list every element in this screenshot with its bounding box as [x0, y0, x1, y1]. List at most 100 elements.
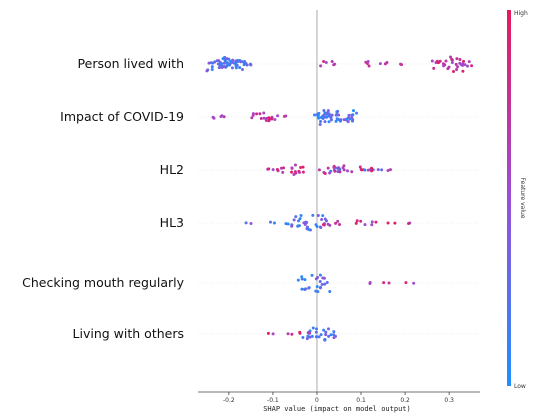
- data-point: [245, 63, 249, 67]
- data-point: [275, 168, 279, 172]
- data-point: [282, 166, 286, 170]
- data-point: [456, 65, 460, 69]
- data-point: [351, 113, 355, 117]
- data-point: [326, 112, 330, 116]
- data-point: [323, 111, 327, 115]
- data-point: [311, 326, 315, 330]
- data-point: [324, 61, 328, 65]
- data-point: [235, 63, 239, 67]
- data-point: [270, 117, 274, 121]
- data-point: [387, 281, 391, 285]
- data-point: [303, 278, 307, 282]
- data-point: [318, 286, 322, 290]
- data-point: [324, 333, 328, 337]
- data-point: [316, 113, 320, 117]
- data-point: [323, 120, 327, 124]
- data-point: [342, 118, 346, 122]
- data-point: [290, 224, 294, 228]
- feature-label: HL3: [160, 215, 184, 230]
- data-point: [300, 287, 304, 291]
- data-point: [322, 109, 326, 113]
- data-point: [205, 69, 209, 73]
- data-point: [374, 220, 378, 224]
- data-point: [355, 219, 359, 223]
- data-point: [323, 282, 327, 286]
- feature-points: [205, 55, 474, 73]
- data-point: [430, 59, 434, 63]
- data-point: [330, 113, 334, 117]
- data-point: [267, 167, 271, 171]
- data-point: [334, 113, 338, 117]
- data-point: [210, 65, 214, 69]
- data-point: [297, 170, 301, 174]
- data-point: [318, 279, 322, 283]
- data-point: [329, 333, 333, 337]
- data-point: [299, 166, 303, 170]
- data-point: [250, 116, 254, 120]
- data-point: [321, 276, 325, 280]
- data-point: [407, 222, 411, 226]
- feature-label: Impact of COVID-19: [60, 109, 184, 124]
- data-point: [318, 273, 322, 277]
- data-point: [296, 278, 300, 282]
- data-point: [210, 68, 214, 72]
- data-point: [462, 59, 466, 63]
- data-point: [321, 115, 325, 119]
- feature-points: [266, 163, 392, 176]
- data-point: [317, 168, 321, 172]
- data-point: [334, 119, 338, 123]
- data-point: [380, 168, 384, 172]
- data-point: [370, 169, 374, 173]
- data-point: [320, 218, 324, 222]
- data-point: [328, 290, 332, 294]
- data-point: [297, 224, 301, 228]
- data-point: [273, 117, 277, 121]
- data-point: [249, 63, 253, 67]
- data-point: [234, 66, 238, 70]
- data-point: [290, 332, 294, 336]
- data-point: [332, 63, 336, 67]
- colorbar-gradient: [507, 10, 511, 386]
- data-point: [317, 335, 321, 339]
- feature-label: Person lived with: [78, 56, 184, 71]
- data-point: [337, 113, 341, 117]
- data-point: [399, 62, 403, 66]
- data-point: [366, 168, 370, 172]
- data-point: [321, 214, 325, 218]
- data-point: [463, 63, 467, 67]
- data-point: [336, 109, 340, 113]
- data-point: [347, 113, 351, 117]
- data-point: [244, 221, 248, 225]
- data-point: [271, 332, 275, 336]
- data-point: [333, 169, 337, 173]
- data-point: [332, 330, 336, 334]
- data-point: [325, 281, 329, 285]
- data-point: [217, 66, 221, 70]
- data-point: [335, 117, 339, 121]
- colorbar-title: Feature value: [519, 178, 526, 219]
- data-point: [360, 168, 364, 172]
- data-point: [322, 328, 326, 332]
- data-point: [290, 166, 294, 170]
- data-point: [455, 68, 459, 72]
- data-point: [267, 119, 271, 123]
- data-point: [315, 327, 319, 331]
- data-point: [304, 220, 308, 224]
- data-point: [262, 111, 266, 115]
- data-point: [240, 68, 244, 72]
- data-point: [432, 66, 436, 70]
- data-point: [359, 219, 363, 223]
- data-point: [300, 275, 304, 279]
- data-point: [378, 62, 382, 66]
- data-point: [238, 66, 242, 70]
- colorbar-high-label: High: [514, 10, 528, 17]
- data-point: [316, 276, 320, 280]
- data-point: [318, 122, 322, 126]
- data-point: [229, 59, 233, 63]
- x-tick-label: 0.2: [400, 397, 410, 404]
- data-point: [370, 220, 374, 224]
- data-point: [386, 168, 390, 172]
- data-point: [303, 287, 307, 291]
- data-point: [307, 331, 311, 335]
- data-point: [217, 59, 221, 63]
